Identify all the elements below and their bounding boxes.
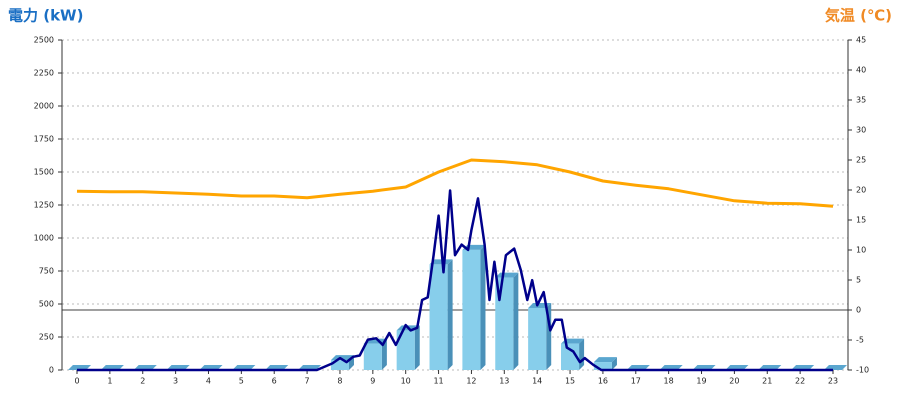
x-tick-label: 1 xyxy=(107,377,112,386)
bar-side xyxy=(447,259,453,370)
bar-side xyxy=(414,325,420,370)
bar-side xyxy=(480,244,486,370)
y2-axis-title: 気温 (℃) xyxy=(825,7,892,25)
x-tick-label: 13 xyxy=(499,377,509,386)
x-tick-label: 16 xyxy=(598,377,608,386)
bar-face xyxy=(363,343,382,370)
bar xyxy=(593,357,617,370)
y2-tick-label: 0 xyxy=(856,306,861,315)
y2-tick-label: 35 xyxy=(856,96,866,105)
x-tick-label: 10 xyxy=(401,377,411,386)
x-tick-label: 4 xyxy=(206,377,211,386)
line xyxy=(76,158,834,208)
y-tick-label: 1500 xyxy=(34,168,54,177)
y2-tick-label: 10 xyxy=(856,246,866,255)
bar-top xyxy=(330,355,354,361)
bar-face xyxy=(429,264,448,370)
bar xyxy=(330,355,354,370)
bar-face xyxy=(528,307,547,370)
x-tick-label: 6 xyxy=(272,377,277,386)
y2-tick-label: 25 xyxy=(856,156,866,165)
y-axis-title: 電力 (kW) xyxy=(8,7,83,25)
bar xyxy=(561,338,585,370)
y2-tick-label: 5 xyxy=(856,276,861,285)
bar-side xyxy=(611,357,617,370)
x-tick-label: 8 xyxy=(337,377,342,386)
x-tick-label: 15 xyxy=(565,377,575,386)
y2-tick-label: 30 xyxy=(856,126,866,135)
x-tick-label: 19 xyxy=(696,377,706,386)
y-tick-label: 2250 xyxy=(34,69,54,78)
bar-top xyxy=(495,272,519,278)
y-tick-label: 0 xyxy=(49,366,54,375)
x-tick-label: 23 xyxy=(828,377,838,386)
y-tick-label: 250 xyxy=(39,333,54,342)
bar-top xyxy=(593,357,617,363)
y2-tick-label: 20 xyxy=(856,186,866,195)
y2-tick-label: 15 xyxy=(856,216,866,225)
y-tick-label: 1000 xyxy=(34,234,54,243)
x-tick-label: 21 xyxy=(762,377,772,386)
x-tick-label: 11 xyxy=(433,377,443,386)
bar-side xyxy=(348,355,354,370)
y-tick-label: 2000 xyxy=(34,102,54,111)
x-tick-label: 18 xyxy=(664,377,674,386)
y2-tick-label: 40 xyxy=(856,66,866,75)
bar-side xyxy=(381,338,387,370)
x-tick-label: 17 xyxy=(631,377,641,386)
y2-tick-label: -10 xyxy=(856,366,869,375)
x-tick-label: 12 xyxy=(466,377,476,386)
bar xyxy=(396,325,420,370)
bar-top xyxy=(429,259,453,265)
x-tick-label: 2 xyxy=(140,377,145,386)
bar-face xyxy=(462,249,481,370)
y-tick-label: 500 xyxy=(39,300,54,309)
x-tick-label: 5 xyxy=(239,377,244,386)
bar-face xyxy=(593,362,612,370)
x-tick-label: 22 xyxy=(795,377,805,386)
bar xyxy=(429,259,453,370)
y-tick-label: 1750 xyxy=(34,135,54,144)
y2-tick-label: -5 xyxy=(856,336,864,345)
line xyxy=(77,189,833,372)
x-tick-label: 3 xyxy=(173,377,178,386)
y-tick-label: 750 xyxy=(39,267,54,276)
y-tick-label: 1250 xyxy=(34,201,54,210)
bar-face xyxy=(561,343,580,370)
bar-side xyxy=(513,272,519,370)
x-tick-label: 7 xyxy=(305,377,310,386)
y2-tick-label: 45 xyxy=(856,36,866,45)
bar xyxy=(462,244,486,370)
x-tick-label: 14 xyxy=(532,377,542,386)
x-tick-label: 20 xyxy=(729,377,739,386)
x-tick-label: 0 xyxy=(74,377,79,386)
bar-side xyxy=(579,338,585,370)
bar-face xyxy=(396,330,415,370)
y-tick-label: 2500 xyxy=(34,36,54,45)
x-tick-label: 9 xyxy=(370,377,375,386)
bar-face xyxy=(330,360,349,370)
